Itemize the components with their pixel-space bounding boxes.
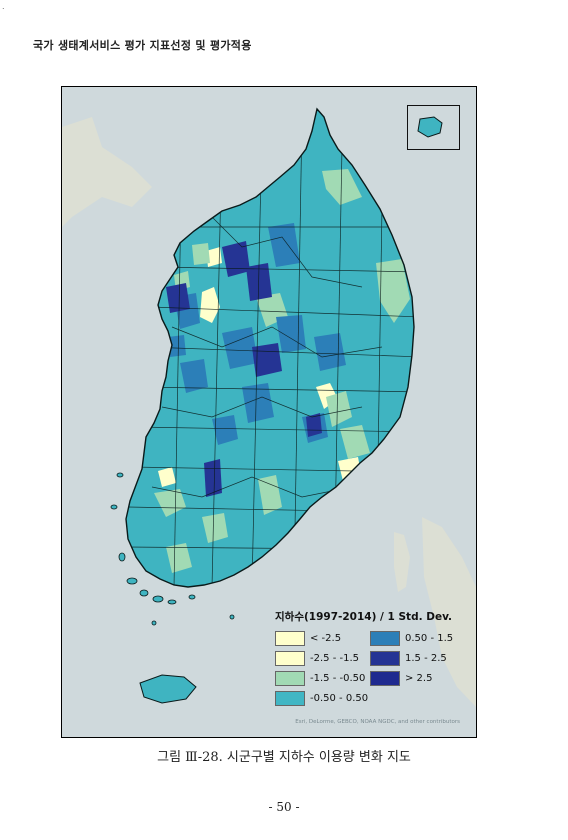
region-yellow-1	[200, 287, 220, 323]
region-yellow-5	[158, 467, 176, 487]
legend-swatch	[275, 631, 305, 646]
legend-swatch	[275, 691, 305, 706]
region-green-8	[166, 543, 192, 573]
map-frame: 지하수(1997-2014) / 1 Std. Dev. < -2.5 0.50 …	[61, 86, 477, 738]
legend-label: < -2.5	[310, 633, 342, 644]
map-attribution: Esri, DeLorme, GEBCO, NOAA NGDC, and oth…	[295, 719, 460, 725]
legend-item: 0.50 - 1.5	[370, 630, 465, 647]
region-dark-4	[166, 283, 190, 313]
region-green-1	[322, 169, 362, 205]
legend-item: -0.50 - 0.50	[275, 690, 370, 707]
region-mid-3	[222, 327, 258, 369]
legend-grid: < -2.5 0.50 - 1.5 -2.5 - -1.5 1.5 - 2.5 -1.5…	[275, 630, 465, 707]
legend-item: 1.5 - 2.5	[370, 650, 465, 667]
region-mid-5	[180, 359, 208, 393]
china-coast	[62, 117, 152, 227]
legend-item: -1.5 - -0.50	[275, 670, 370, 687]
southwest-islands	[110, 472, 235, 626]
region-green-2	[376, 259, 410, 323]
legend-item: -2.5 - -1.5	[275, 650, 370, 667]
region-green-9	[202, 513, 228, 543]
region-dark-3	[246, 263, 272, 301]
legend-label: 0.50 - 1.5	[405, 633, 454, 644]
legend-label: -0.50 - 0.50	[310, 693, 369, 704]
corner-mark: .	[2, 2, 5, 11]
region-green-6	[154, 489, 186, 517]
legend-label: -2.5 - -1.5	[310, 653, 359, 664]
region-dark-7	[306, 413, 322, 437]
region-dark-2	[222, 241, 250, 277]
legend-title: 지하수(1997-2014) / 1 Std. Dev.	[275, 611, 453, 623]
japan-coast	[422, 517, 476, 707]
running-header: 국가 생태계서비스 평가 지표선정 및 평가적용	[33, 39, 252, 52]
korea-outline	[125, 107, 415, 588]
legend-label: -1.5 - -0.50	[310, 673, 366, 684]
legend-swatch	[370, 651, 400, 666]
region-mid-9	[168, 335, 186, 357]
legend-swatch	[370, 671, 400, 686]
region-green-10	[192, 243, 210, 265]
legend-swatch	[370, 631, 400, 646]
legend-item: < -2.5	[275, 630, 370, 647]
ulleung-inset-island	[417, 116, 443, 138]
region-green-4	[326, 391, 352, 427]
legend-label: > 2.5	[405, 673, 433, 684]
jeju-island	[139, 674, 197, 704]
legend-swatch	[275, 671, 305, 686]
region-mid-7	[212, 415, 238, 445]
region-green-5	[340, 425, 370, 459]
region-green-7	[258, 475, 282, 515]
figure-caption: 그림 Ⅲ-28. 시군구별 지하수 이용량 변화 지도	[157, 750, 411, 765]
legend-swatch	[275, 651, 305, 666]
legend-label: 1.5 - 2.5	[405, 653, 447, 664]
legend-item: > 2.5	[370, 670, 465, 687]
page-number: - 50 -	[268, 800, 300, 814]
region-mid-6	[242, 383, 274, 423]
map-legend: 지하수(1997-2014) / 1 Std. Dev. < -2.5 0.50 …	[275, 609, 465, 707]
inset-box	[407, 105, 460, 150]
region-yellow-6	[206, 247, 222, 267]
choropleth-map	[62, 87, 476, 737]
tsushima-island	[394, 532, 410, 592]
region-mid-1	[268, 223, 300, 267]
region-dark-6	[204, 459, 222, 497]
